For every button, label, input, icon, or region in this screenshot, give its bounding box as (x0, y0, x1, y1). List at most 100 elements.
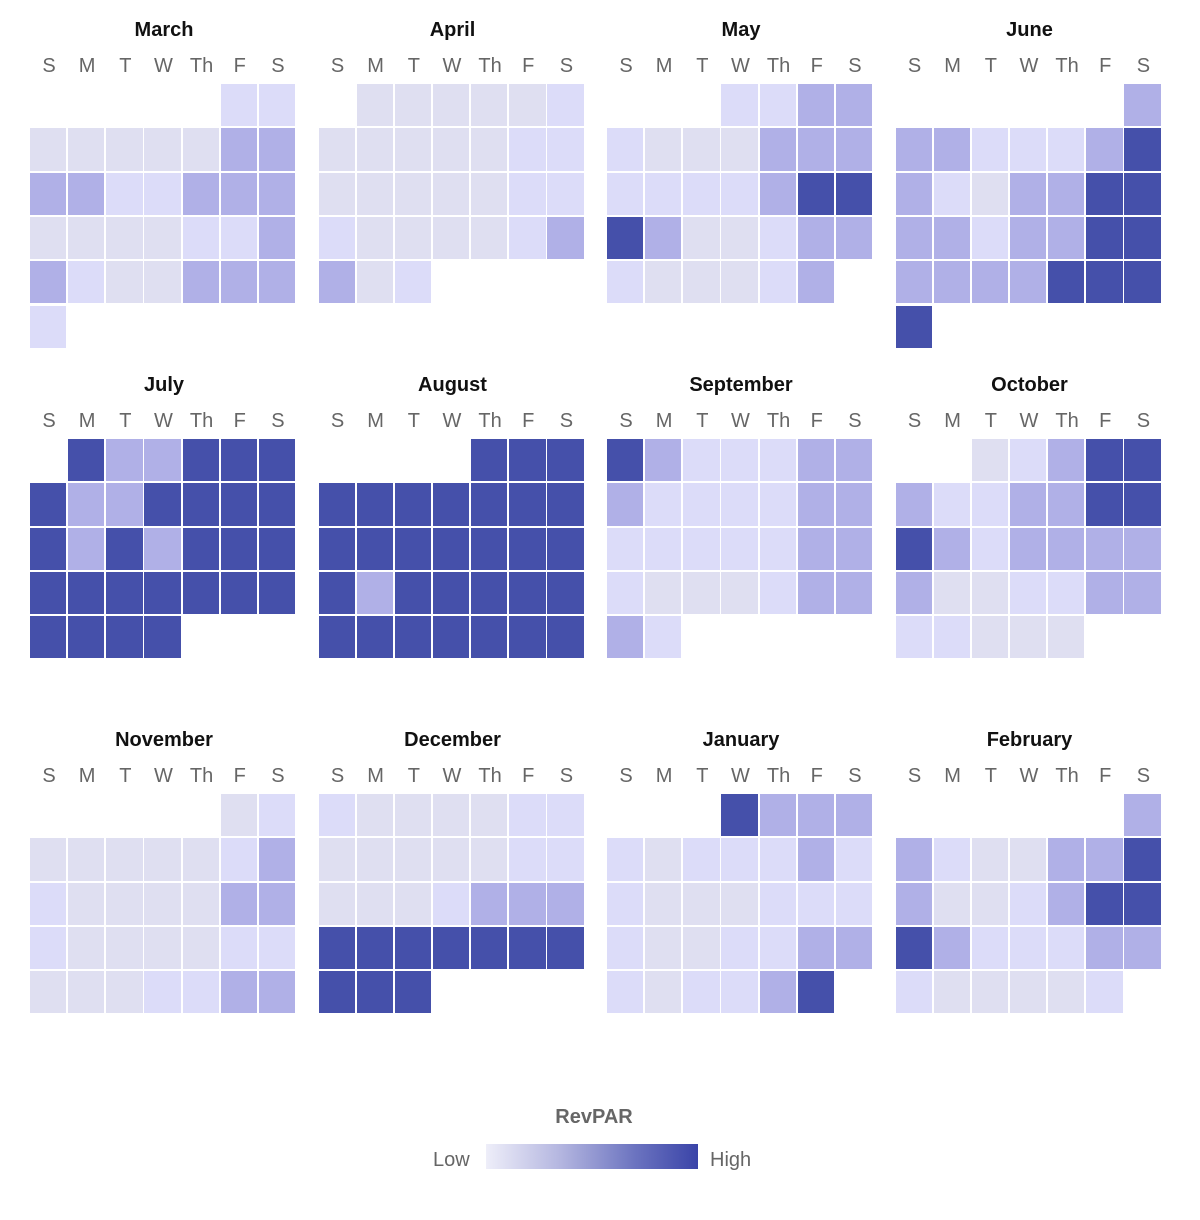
day-cell (509, 439, 546, 482)
day-cell (835, 128, 873, 171)
day-cell (895, 483, 932, 526)
day-cell (683, 216, 720, 260)
day-cell (759, 971, 796, 1014)
day-cell (220, 971, 258, 1014)
day-cell (144, 926, 181, 970)
day-cell (1009, 882, 1047, 925)
day-cell (258, 838, 296, 881)
day-cell (432, 216, 470, 260)
day-cell (509, 882, 546, 925)
day-cell (759, 84, 796, 127)
weekday-label: S (42, 55, 56, 77)
day-cell (220, 882, 258, 925)
day-cell (471, 616, 508, 659)
day-cell (509, 838, 546, 881)
weekday-label: S (42, 765, 56, 787)
day-cell (182, 439, 219, 482)
day-cell (683, 926, 720, 970)
day-cell (318, 128, 355, 171)
day-cell (895, 305, 932, 348)
day-cell (318, 571, 355, 615)
weekday-label: Th (478, 410, 502, 432)
day-cell (432, 838, 470, 881)
day-cell (30, 616, 67, 659)
day-cell (394, 838, 432, 881)
day-cell (182, 483, 219, 526)
day-cell (220, 216, 258, 260)
day-cell (797, 261, 835, 304)
weekday-label: T (696, 410, 709, 432)
day-cell (68, 882, 105, 925)
day-cell (1009, 926, 1047, 970)
weekday-label: M (944, 410, 961, 432)
day-cell (220, 261, 258, 304)
day-cell (318, 261, 355, 304)
day-cell (258, 261, 296, 304)
day-cell (607, 128, 644, 171)
day-cell (607, 172, 644, 215)
day-cell (182, 261, 219, 304)
day-cell (1124, 882, 1161, 925)
day-cell (144, 439, 181, 482)
day-cell (1086, 926, 1123, 970)
day-cell (356, 971, 393, 1014)
day-cell (106, 571, 143, 615)
weekday-label: M (944, 765, 961, 787)
day-cell (356, 128, 393, 171)
day-cell (258, 527, 296, 570)
day-cell (607, 261, 644, 304)
day-cell (182, 527, 219, 570)
day-cell (30, 261, 67, 304)
weekday-label: M (655, 55, 673, 77)
day-cell (797, 84, 835, 127)
weekday-label: F (1099, 765, 1112, 787)
day-cell (471, 216, 508, 260)
day-cell (356, 926, 393, 970)
day-cell (394, 261, 432, 304)
day-cell (547, 794, 584, 837)
day-cell (971, 926, 1009, 970)
day-cell (1124, 84, 1161, 127)
weekday-label: F (522, 55, 535, 77)
weekday-label: S (1136, 55, 1151, 77)
day-cell (318, 926, 355, 970)
day-cell (144, 216, 181, 260)
day-cell (683, 838, 720, 881)
day-cell (1009, 172, 1047, 215)
day-cell (547, 483, 584, 526)
day-cell (220, 439, 258, 482)
day-cell (547, 527, 584, 570)
day-cell (432, 527, 470, 570)
day-cell (144, 971, 181, 1014)
day-cell (356, 172, 393, 215)
weekday-label: M (78, 765, 96, 787)
day-cell (68, 483, 105, 526)
day-cell (30, 483, 67, 526)
day-cell (895, 216, 932, 260)
day-cell (835, 172, 873, 215)
day-cell (106, 971, 143, 1014)
day-cell (607, 439, 644, 482)
day-cell (356, 483, 393, 526)
day-cell (1124, 483, 1161, 526)
day-cell (933, 571, 970, 615)
day-cell (971, 483, 1009, 526)
day-cell (182, 838, 219, 881)
day-cell (547, 216, 584, 260)
day-cell (721, 261, 758, 304)
day-cell (1048, 216, 1085, 260)
day-cell (30, 971, 67, 1014)
weekday-label: W (153, 410, 173, 432)
day-cell (68, 971, 105, 1014)
day-cell (971, 172, 1009, 215)
day-cell (471, 128, 508, 171)
day-cell (144, 483, 181, 526)
day-cell (835, 571, 873, 615)
day-cell (895, 838, 932, 881)
day-cell (721, 439, 758, 482)
day-cell (509, 527, 546, 570)
day-cell (971, 882, 1009, 925)
day-cell (68, 128, 105, 171)
day-cell (895, 128, 932, 171)
day-cell (1048, 261, 1085, 304)
